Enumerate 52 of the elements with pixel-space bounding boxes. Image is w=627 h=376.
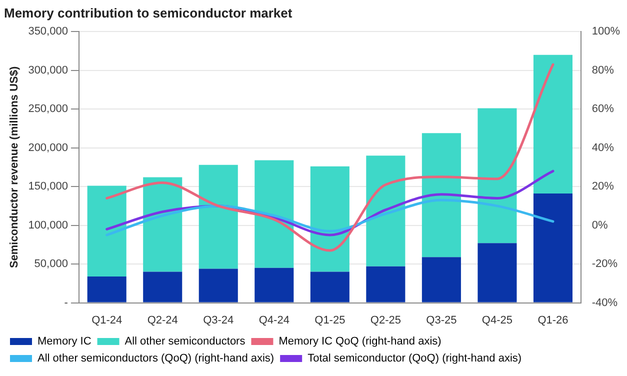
bar [87, 186, 126, 276]
legend-label: All other semiconductors [124, 336, 246, 348]
chart-title: Memory contribution to semiconductor market [4, 5, 293, 20]
y-tick-label: 50,000 [34, 258, 68, 270]
y-axis-title: Semiconductor revenue (millions US$) [8, 66, 21, 268]
y2-tick-label: 0% [592, 219, 608, 232]
bar [478, 108, 517, 244]
y-tick-label: - [64, 296, 68, 309]
x-tick-label: Q3-25 [426, 314, 457, 326]
bar [366, 156, 406, 266]
x-tick-label: Q1-26 [538, 314, 568, 326]
y-tick-label: 200,000 [28, 142, 68, 154]
bar [478, 243, 517, 302]
y-tick-label: 150,000 [28, 180, 68, 193]
legend-label: All other semiconductors (QoQ) (right-hand axis) [38, 352, 274, 365]
legend-label: Total semiconductor (QoQ) (right-hand axis) [308, 352, 522, 365]
y2-tick-label: 60% [592, 103, 614, 116]
y-tick-label: 100,000 [28, 219, 68, 232]
bar [198, 268, 238, 302]
bar [254, 160, 294, 268]
bar [533, 54, 572, 194]
x-tick-label: Q1-24 [92, 314, 122, 326]
x-tick-label: Q4-25 [482, 314, 513, 326]
bar [422, 257, 461, 302]
y2-tick-label: -40% [592, 296, 618, 309]
x-tick-label: Q2-25 [370, 314, 401, 326]
bar [254, 268, 294, 302]
line-series [106, 198, 554, 236]
legend-label: Memory IC [38, 336, 92, 348]
bar [422, 133, 461, 258]
bar [310, 166, 350, 272]
y2-tick-label: 100% [592, 26, 620, 38]
x-tick-label: Q4-24 [258, 314, 290, 326]
y2-tick-label: -20% [592, 258, 618, 270]
bar [310, 272, 350, 302]
x-tick-label: Q2-24 [147, 314, 178, 326]
bar [143, 177, 182, 272]
x-tick-label: Q3-24 [203, 314, 234, 326]
bar [143, 272, 182, 302]
y-tick-label: 250,000 [28, 103, 68, 116]
bar [366, 266, 406, 302]
bar [87, 276, 126, 302]
bar [533, 194, 572, 302]
y-tick-label: 300,000 [28, 64, 68, 76]
x-tick-label: Q1-25 [314, 314, 346, 326]
line-series [106, 63, 554, 252]
y-tick-label: 350,000 [28, 26, 68, 38]
legend-label: Memory IC QoQ (right-hand axis) [278, 336, 442, 348]
y2-tick-label: 20% [592, 180, 614, 193]
y2-tick-label: 80% [592, 64, 614, 76]
bar [198, 164, 238, 269]
y2-tick-label: 40% [592, 142, 614, 154]
